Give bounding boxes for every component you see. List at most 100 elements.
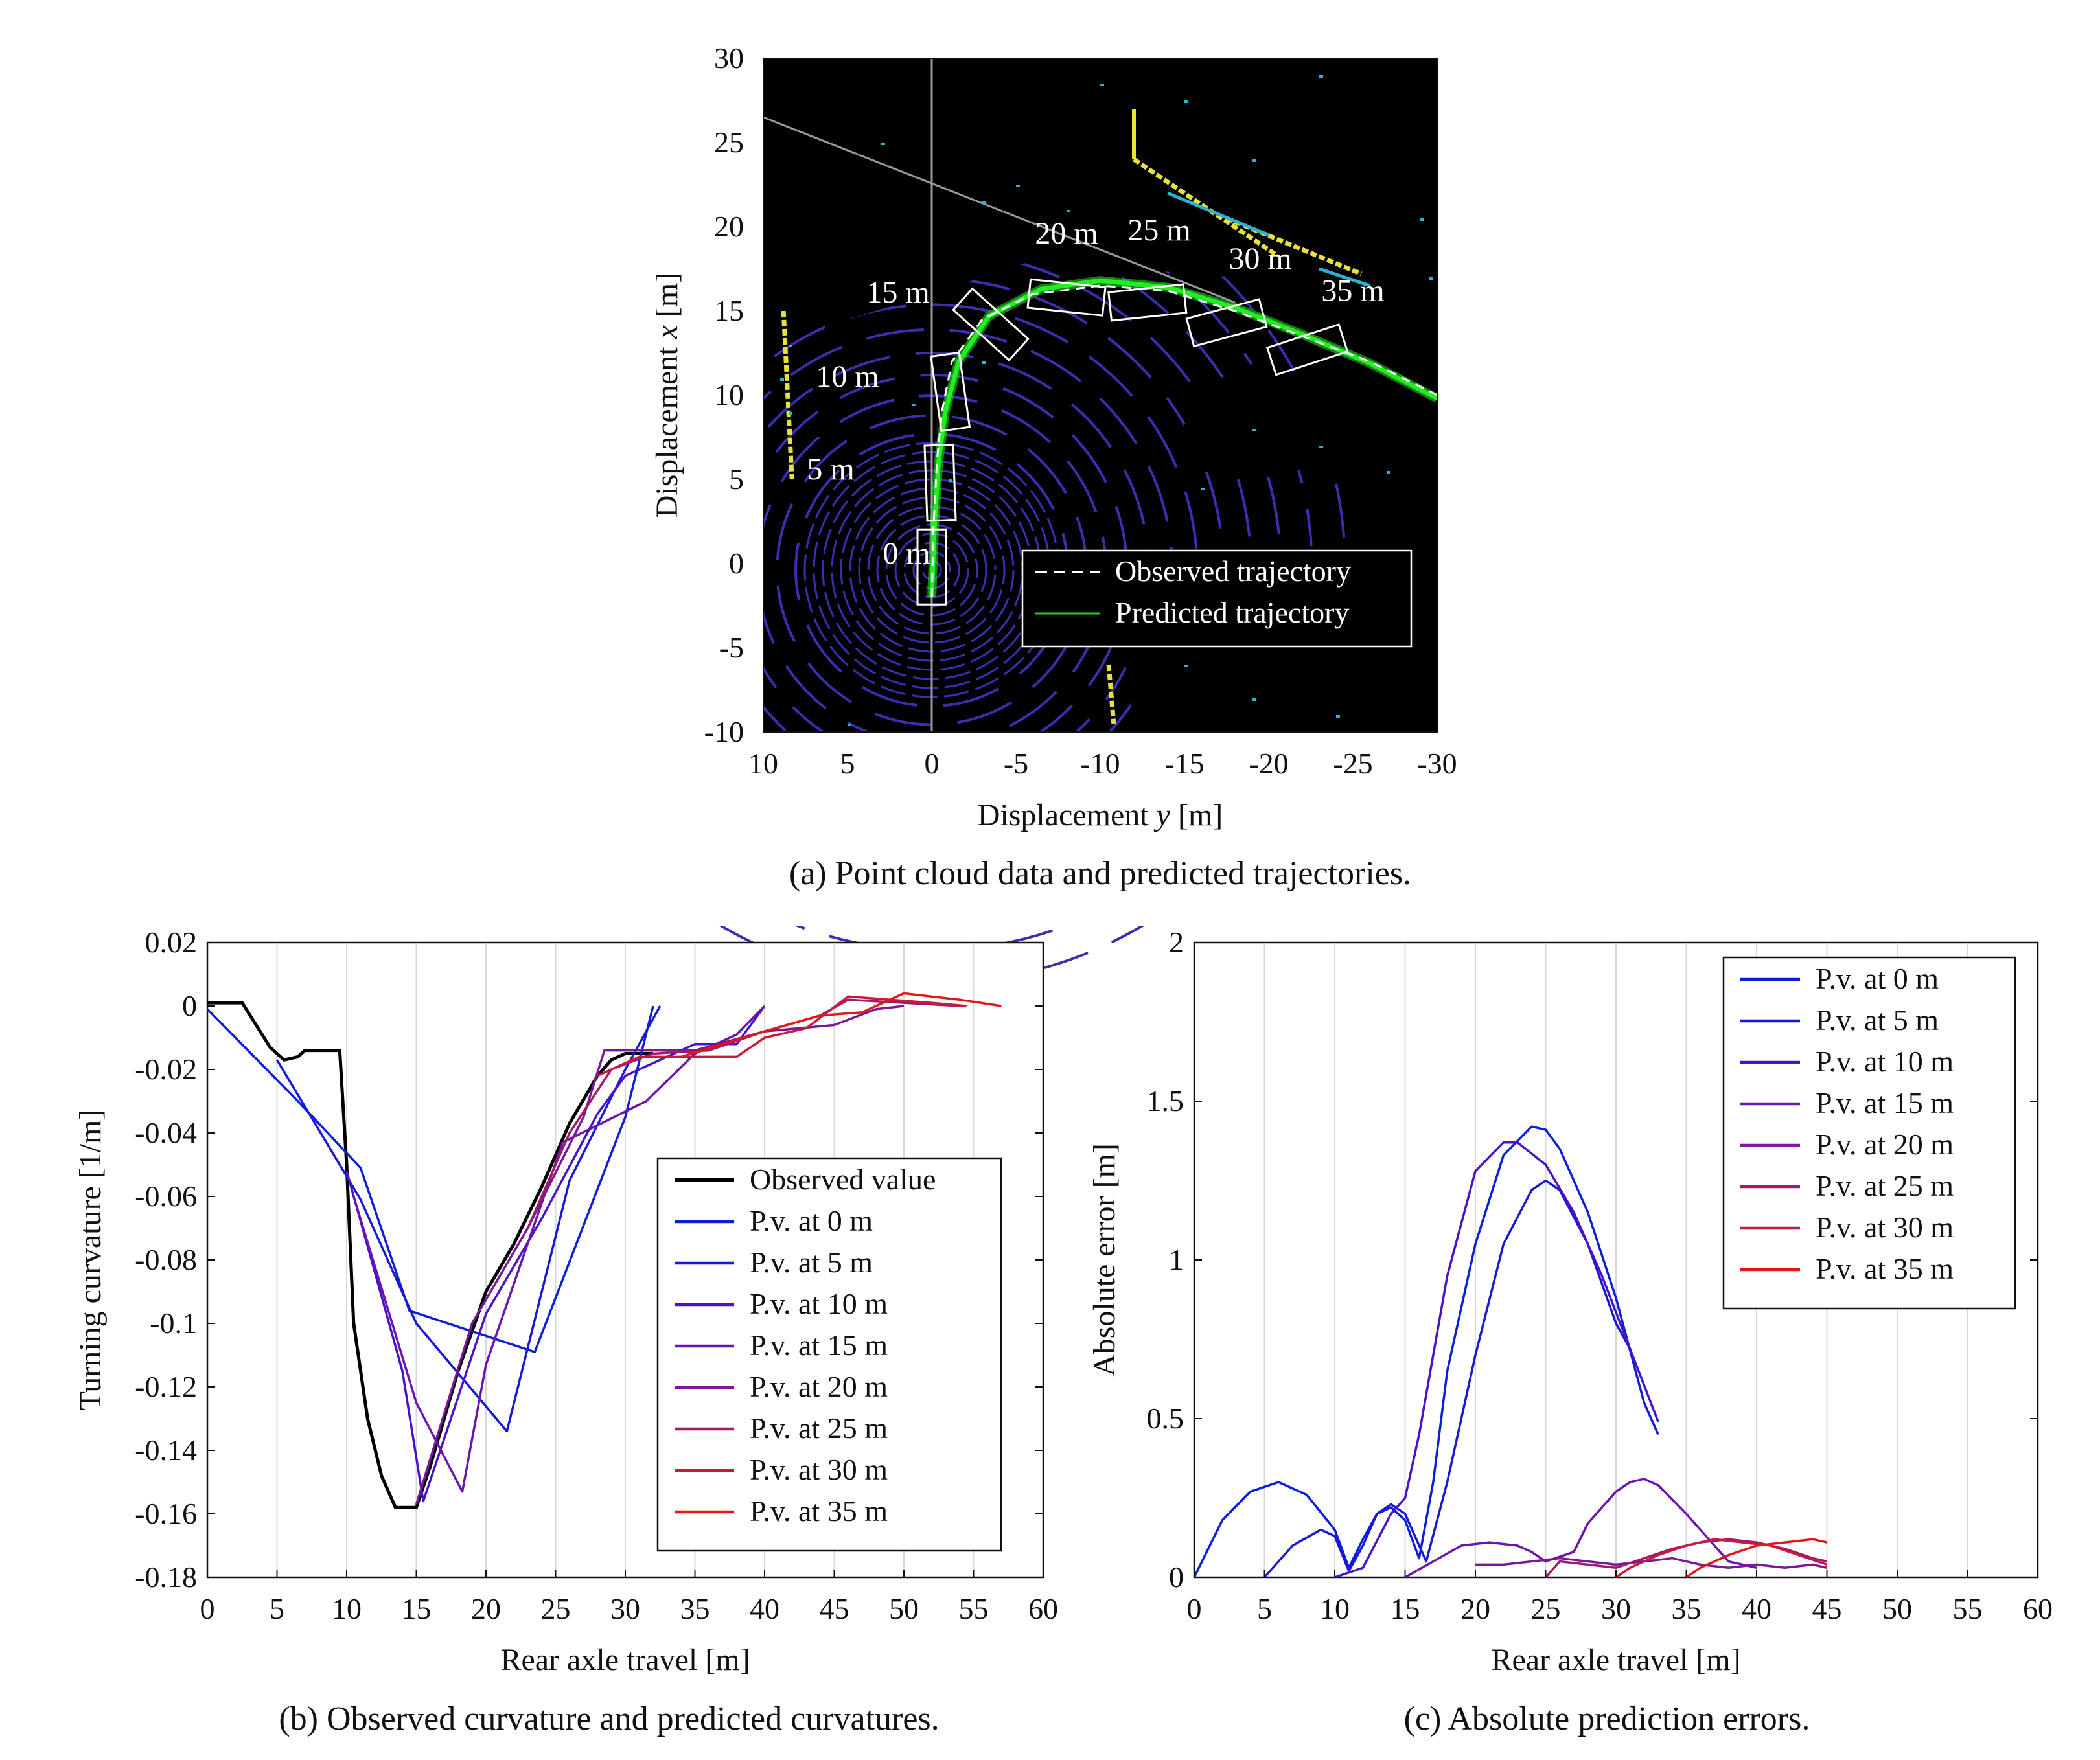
x-tick-label: -15 bbox=[1164, 747, 1204, 780]
y-tick-label: 0 bbox=[729, 547, 744, 580]
distance-label: 15 m bbox=[866, 275, 929, 310]
x-tick-label: 0 bbox=[1187, 1592, 1202, 1625]
curb-segment-cyan bbox=[1319, 267, 1370, 288]
y-tick-label: -0.14 bbox=[135, 1434, 197, 1467]
series-line-p-v-at-20-m bbox=[1475, 1557, 1827, 1570]
vehicle-box bbox=[1265, 323, 1349, 376]
distance-label: 25 m bbox=[1127, 213, 1190, 247]
y-tick-label: 5 bbox=[729, 463, 744, 496]
series-line-p-v-at-0-m bbox=[1193, 1125, 1659, 1578]
legend-label: P.v. at 5 m bbox=[750, 1246, 873, 1279]
legend-label: P.v. at 15 m bbox=[1816, 1086, 1954, 1119]
panel-c-grid bbox=[1263, 943, 1968, 1577]
point bbox=[1429, 277, 1433, 280]
point bbox=[911, 404, 916, 406]
panel-c-ticks: 0 5 10 15 20 25 30 35 40 45 50 55 60 2 1.5 1 0.5 0 bbox=[1147, 926, 2053, 1625]
panel-b-x-axis-label: Rear axle travel [m] bbox=[500, 1643, 750, 1677]
panel-c-x-axis-label: Rear axle travel [m] bbox=[1491, 1643, 1740, 1677]
y-tick-label: -0.1 bbox=[150, 1307, 197, 1340]
open-area bbox=[1168, 361, 1437, 496]
predicted-trajectory bbox=[929, 278, 1438, 598]
series-line-p-v-at-15-m bbox=[1404, 1478, 1757, 1579]
x-tick-label: 25 bbox=[541, 1592, 571, 1625]
legend-label: P.v. at 10 m bbox=[750, 1287, 888, 1320]
vehicle-box bbox=[952, 287, 1030, 362]
vehicle-box bbox=[923, 443, 957, 522]
point bbox=[1420, 218, 1424, 221]
plot-mask bbox=[1437, 0, 2100, 907]
x-tick-label: 15 bbox=[402, 1592, 432, 1625]
y-tick-label: 2 bbox=[1169, 926, 1184, 959]
legend-label: Predicted trajectory bbox=[1115, 596, 1349, 629]
point bbox=[949, 479, 952, 482]
x-tick-label: 35 bbox=[1672, 1592, 1702, 1625]
vehicle-box bbox=[1185, 298, 1268, 348]
lidar-ring bbox=[858, 496, 1006, 644]
point bbox=[848, 724, 851, 726]
point bbox=[1184, 100, 1188, 103]
panel-b-legend: Observed value P.v. at 0 m P.v. at 5 m P.v.… bbox=[656, 1157, 1002, 1552]
x-tick-label: -10 bbox=[1080, 747, 1120, 780]
vehicle-box bbox=[930, 351, 971, 432]
panel-b-caption: (b) Observed curvature and predicted cur… bbox=[279, 1700, 939, 1737]
x-tick-label: 55 bbox=[1953, 1592, 1983, 1625]
panel-a-y-axis-label: Displacement x [m] bbox=[650, 273, 684, 518]
x-tick-label: 40 bbox=[1742, 1592, 1771, 1625]
point bbox=[1319, 446, 1323, 448]
y-tick-label: -0.08 bbox=[135, 1243, 197, 1276]
panel-b-series bbox=[206, 992, 1002, 1509]
panel-b-ticks: 0 5 10 15 20 25 30 35 40 45 50 55 60 0.02 0 -0.02 -0.04 -… bbox=[135, 926, 1058, 1625]
legend-label: P.v. at 25 m bbox=[1816, 1169, 1954, 1202]
panel-a-caption: (a) Point cloud data and predicted traje… bbox=[789, 855, 1411, 892]
y-tick-label: 0.5 bbox=[1147, 1402, 1184, 1435]
point bbox=[1336, 715, 1340, 718]
legend-label: P.v. at 30 m bbox=[1816, 1211, 1954, 1244]
vehicle-box bbox=[1107, 283, 1188, 322]
y-tick-label: 15 bbox=[714, 294, 744, 327]
panel-a-frame bbox=[763, 58, 1438, 733]
legend-label: P.v. at 20 m bbox=[1816, 1128, 1954, 1161]
y-tick-label: -0.12 bbox=[135, 1370, 197, 1403]
point bbox=[1387, 471, 1390, 474]
x-tick-label: 25 bbox=[1531, 1592, 1561, 1625]
x-tick-label: 15 bbox=[1390, 1592, 1420, 1625]
legend-box bbox=[1021, 549, 1413, 648]
x-tick-label: 5 bbox=[1257, 1592, 1272, 1625]
x-tick-label: 55 bbox=[959, 1592, 989, 1625]
x-tick-label: 0 bbox=[925, 747, 940, 780]
point bbox=[1201, 488, 1205, 490]
y-tick-label: -5 bbox=[719, 631, 744, 664]
point bbox=[1067, 210, 1070, 212]
point bbox=[982, 361, 986, 364]
x-tick-label: -25 bbox=[1333, 747, 1372, 780]
x-tick-label: 45 bbox=[820, 1592, 849, 1625]
legend-label: Observed trajectory bbox=[1115, 554, 1351, 588]
x-tick-label: 30 bbox=[1601, 1592, 1631, 1625]
y-tick-label: -0.04 bbox=[135, 1116, 197, 1149]
y-tick-label: 0 bbox=[182, 989, 197, 1022]
series-line-p-v-at-35-m bbox=[680, 992, 1002, 1058]
panel-c-y-axis-label: Absolute error [m] bbox=[1087, 1143, 1122, 1377]
panel-c-errors: 0 5 10 15 20 25 30 35 40 45 50 55 60 2 1.5 1 0.5 0 P.v. a… bbox=[1087, 926, 2053, 1737]
x-tick-label: 10 bbox=[1320, 1592, 1350, 1625]
curb-segment-cyan bbox=[1167, 191, 1269, 237]
series-line-p-v-at-30-m bbox=[1615, 1538, 1828, 1579]
panel-a-x-axis-label: Displacement y [m] bbox=[978, 798, 1223, 832]
reference-line-diagonal bbox=[763, 116, 1236, 304]
y-tick-label: 0.02 bbox=[145, 926, 198, 959]
x-tick-label: -30 bbox=[1417, 747, 1457, 780]
legend-label: P.v. at 35 m bbox=[1816, 1252, 1954, 1285]
point bbox=[1016, 185, 1020, 187]
panel-a-point-cloud: 0 m 5 m 10 m 15 m 20 m 25 m 30 m 35 m Observed t… bbox=[516, 0, 2100, 985]
x-tick-label: 10 bbox=[748, 747, 778, 780]
x-tick-label: 35 bbox=[680, 1592, 710, 1625]
x-tick-label: 60 bbox=[1028, 1592, 1058, 1625]
x-tick-label: 5 bbox=[840, 747, 855, 780]
vehicle-box bbox=[1026, 278, 1107, 317]
legend-label: P.v. at 15 m bbox=[750, 1329, 888, 1362]
x-tick-label: 40 bbox=[750, 1592, 779, 1625]
x-tick-label: -5 bbox=[1004, 747, 1028, 780]
panel-a-ticks: 10 5 0 -5 -10 -15 -20 -25 -30 30 25 20 15 10 5 0 -5 -10 bbox=[704, 41, 1457, 780]
distance-label: 0 m bbox=[883, 536, 930, 571]
